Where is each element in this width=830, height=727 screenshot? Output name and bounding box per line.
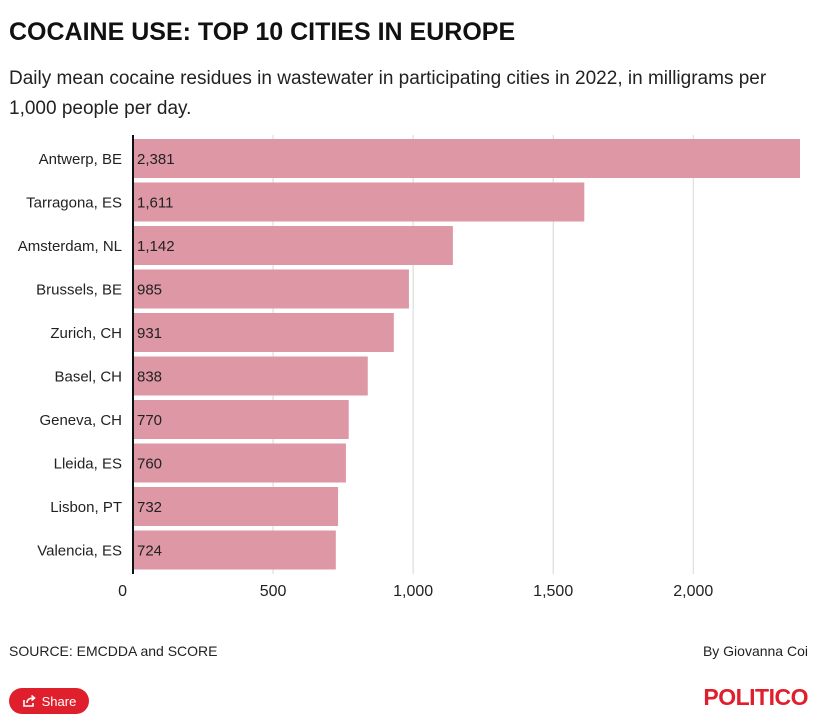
bar bbox=[133, 182, 585, 222]
value-label: 732 bbox=[137, 499, 162, 516]
bar bbox=[133, 400, 349, 439]
category-label: Antwerp, BE bbox=[39, 151, 122, 168]
chart-subtitle: Daily mean cocaine residues in wastewate… bbox=[9, 68, 767, 119]
value-label: 724 bbox=[137, 543, 162, 560]
x-tick-label: 1,000 bbox=[393, 583, 433, 600]
value-label: 931 bbox=[137, 325, 162, 342]
category-label: Lleida, ES bbox=[54, 456, 122, 473]
value-label: 770 bbox=[137, 412, 162, 429]
bar bbox=[133, 530, 336, 570]
bars bbox=[133, 139, 800, 570]
category-label: Geneva, CH bbox=[39, 412, 122, 429]
bar bbox=[133, 356, 368, 396]
x-tick-label: 1,500 bbox=[533, 583, 573, 600]
share-button[interactable]: Share bbox=[9, 688, 89, 714]
labels: Antwerp, BE 2,381 Tarragona, ES 1,611 Amster… bbox=[18, 151, 175, 560]
value-label: 760 bbox=[137, 456, 162, 473]
byline: By Giovanna Coi bbox=[702, 643, 808, 659]
value-label: 1,611 bbox=[137, 195, 173, 212]
bar bbox=[133, 487, 339, 526]
category-label: Brussels, BE bbox=[36, 282, 122, 299]
bar bbox=[133, 139, 800, 178]
bar bbox=[133, 443, 346, 483]
chart-title: COCAINE USE: TOP 10 CITIES IN EUROPE bbox=[9, 18, 516, 46]
value-label: 838 bbox=[137, 369, 162, 386]
category-label: Amsterdam, NL bbox=[18, 238, 122, 255]
x-tick-label: 500 bbox=[260, 583, 287, 600]
x-tick-label: 0 bbox=[118, 583, 127, 600]
axes: 0 500 1,000 1,500 2,000 bbox=[118, 135, 713, 600]
bar-chart: Antwerp, BE 2,381 Tarragona, ES 1,611 Amster… bbox=[18, 135, 800, 600]
x-tick-label: 2,000 bbox=[673, 583, 713, 600]
bar bbox=[133, 226, 453, 265]
category-label: Basel, CH bbox=[54, 369, 122, 386]
value-label: 985 bbox=[137, 282, 162, 299]
bar bbox=[133, 269, 409, 309]
value-label: 1,142 bbox=[137, 238, 175, 255]
category-label: Tarragona, ES bbox=[26, 195, 122, 212]
share-icon bbox=[22, 694, 36, 708]
share-label: Share bbox=[41, 693, 77, 709]
category-label: Zurich, CH bbox=[50, 325, 122, 342]
politico-logo[interactable]: POLITICO bbox=[703, 684, 808, 710]
value-label: 2,381 bbox=[137, 151, 175, 168]
category-label: Lisbon, PT bbox=[50, 499, 122, 516]
category-label: Valencia, ES bbox=[37, 543, 122, 560]
source-note: SOURCE: EMCDDA and SCORE bbox=[9, 643, 218, 659]
bar bbox=[133, 313, 394, 352]
